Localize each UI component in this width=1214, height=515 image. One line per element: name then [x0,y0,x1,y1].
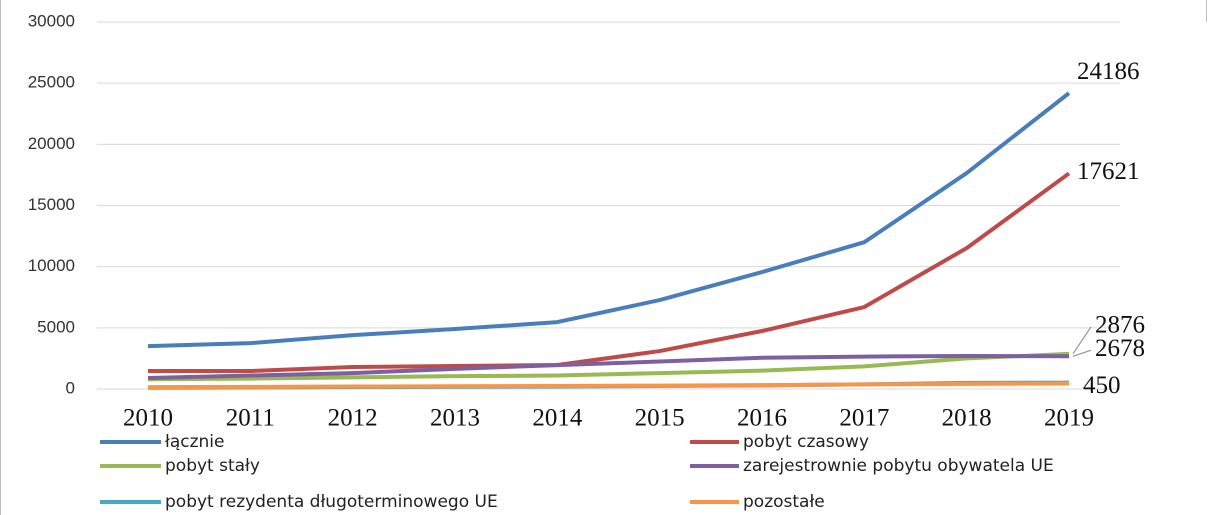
leader-line [1072,349,1092,357]
x-tick-label: 2013 [430,405,480,432]
data-label: 17621 [1077,158,1140,185]
y-tick-label: 30000 [28,11,75,30]
y-tick-label: 10000 [28,256,75,275]
y-tick-label: 15000 [28,195,75,214]
legend-label: pobyt czasowy [743,432,869,452]
x-tick-label: 2012 [328,405,378,432]
data-label: 450 [1083,372,1121,399]
series-line [148,171,1071,374]
x-tick-label: 2010 [123,405,173,432]
y-tick-label: 20000 [28,134,75,153]
y-tick-label: 25000 [28,73,75,92]
legend-label: pobyt stały [165,456,260,476]
data-label: 2678 [1095,335,1145,362]
x-tick-label: 2016 [737,405,787,432]
data-label: 24186 [1077,58,1140,85]
x-tick-label: 2014 [532,405,583,432]
x-tick-label: 2019 [1044,405,1094,432]
y-tick-label: 5000 [37,317,75,336]
series-line [147,91,1071,349]
x-tick-label: 2017 [839,405,889,432]
series-line [147,351,1070,382]
leader-line [1072,326,1092,355]
x-tick-label: 2018 [942,405,992,432]
data-label: 2876 [1095,312,1145,339]
x-tick-label: 2015 [635,405,685,432]
legend-label: pobyt rezydenta długoterminowego UE [165,492,498,512]
legend-label: pozostałe [743,492,825,512]
x-tick-label: 2011 [226,405,275,432]
legend-label: łącznie [165,432,224,452]
series-line [147,381,1070,390]
legend-label: zarejestrownie pobytu obywatela UE [743,456,1054,476]
y-tick-label: 0 [66,378,75,397]
series-line [147,353,1070,380]
